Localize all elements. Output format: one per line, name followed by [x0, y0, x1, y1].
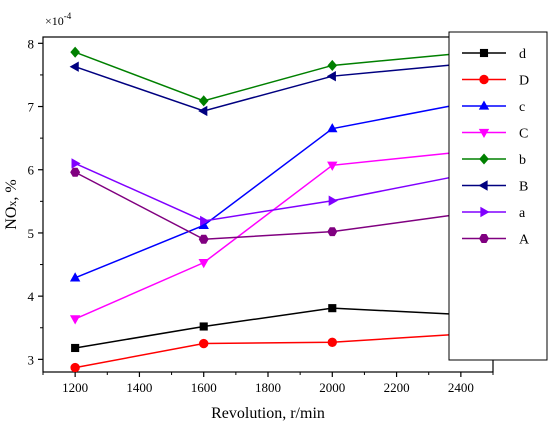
y-tick-label-5: 5 [28, 226, 35, 241]
data-point-d-2000 [328, 304, 337, 313]
x-tick-label-1400: 1400 [126, 380, 152, 395]
legend-label-d: d [519, 47, 526, 62]
legend-label-a: a [519, 206, 526, 221]
x-axis-label: Revolution, r/min [211, 405, 325, 422]
data-point-b-2000 [327, 59, 338, 71]
scale-base: ×10 [45, 14, 64, 28]
legend-marker-c [478, 100, 490, 110]
legend-marker-a [480, 206, 490, 218]
legend-item-b: b [462, 153, 526, 168]
data-point-C-1600 [198, 259, 209, 269]
legend-label-b: b [519, 153, 526, 168]
legend-label-A: A [519, 233, 530, 248]
series-B [69, 58, 465, 117]
series-line-c [74, 103, 461, 279]
legend-label-C: C [519, 127, 528, 142]
y-label-rest: , % [3, 179, 20, 200]
x-tick-label-1600: 1600 [191, 380, 217, 395]
legend-label-B: B [519, 180, 528, 195]
series-line-B [74, 63, 461, 112]
series-line-A [74, 171, 461, 241]
legend-item-C: C [462, 127, 528, 142]
data-point-A-1200 [70, 167, 81, 177]
legend-marker-d [479, 48, 489, 58]
x-tick-label-2400: 2400 [448, 380, 474, 395]
data-point-B-1600 [198, 105, 208, 117]
data-point-d-1600 [199, 322, 208, 331]
data-point-C-1200 [69, 315, 81, 325]
legend-item-A: A [462, 233, 530, 248]
y-label-main: NO [3, 207, 20, 230]
data-point-A-1600 [198, 234, 209, 244]
data-point-a-1200 [71, 158, 81, 169]
series-b [70, 46, 466, 107]
series-line-D [75, 333, 461, 369]
data-point-B-1200 [69, 61, 79, 72]
y-tick-label-7: 7 [28, 100, 35, 115]
scale-exponent: -4 [64, 11, 72, 21]
data-point-b-1200 [70, 46, 80, 58]
series-A [70, 167, 466, 244]
data-point-C-2000 [327, 161, 338, 171]
series-c [69, 98, 467, 282]
x-tick-label-1200: 1200 [62, 380, 88, 395]
legend-marker-A [479, 234, 489, 243]
series-d [71, 304, 465, 353]
data-point-D-2000 [327, 337, 337, 347]
series-line-a [74, 162, 462, 222]
x-tick-label-2200: 2200 [384, 380, 410, 395]
y-tick-label-6: 6 [28, 163, 35, 178]
axes-layer: 1200 1400 1600 1800 2000 2200 2400 3 4 5 6 7 8 [28, 36, 494, 395]
data-point-a-2000 [328, 195, 338, 206]
series-layer [69, 46, 467, 373]
legend-item-B: B [462, 180, 528, 195]
y-scale-multiplier: ×10-4 [45, 11, 72, 28]
legend-marker-b [479, 153, 489, 165]
legend-label-D: D [519, 74, 529, 89]
data-point-B-2000 [326, 70, 336, 82]
data-point-a-1600 [200, 215, 210, 227]
y-tick-label-4: 4 [28, 289, 35, 304]
series-C [69, 148, 467, 325]
plot-area [42, 36, 494, 373]
data-point-A-2000 [327, 227, 338, 237]
series-line-d [75, 307, 461, 349]
y-label-subscript: x [5, 201, 19, 207]
series-line-b [74, 51, 461, 102]
legend-marker-C [478, 128, 490, 139]
data-point-b-1600 [198, 95, 209, 107]
legend-marker-B [478, 180, 488, 191]
x-tick-label-1800: 1800 [255, 380, 281, 395]
y-tick-label-8: 8 [28, 36, 35, 51]
data-point-c-1200 [69, 272, 81, 282]
legend-item-a: a [462, 206, 526, 221]
legend-item-d: d [462, 47, 526, 62]
legend-box [448, 31, 548, 361]
plot-frame [42, 36, 494, 373]
data-point-c-2000 [327, 123, 338, 133]
series-line-C [74, 151, 461, 320]
legend-label-c: c [519, 100, 525, 115]
legend-marker-D [479, 74, 489, 85]
series-a [71, 158, 467, 227]
series-D [70, 329, 466, 373]
y-axis-label: NOx, % [3, 179, 20, 229]
x-tick-label-2000: 2000 [319, 380, 345, 395]
legend-item-c: c [462, 100, 525, 115]
y-tick-label-3: 3 [28, 352, 35, 367]
data-point-d-1200 [71, 343, 80, 353]
legend-item-D: D [462, 74, 529, 89]
data-point-D-1600 [199, 338, 209, 349]
data-point-D-1200 [70, 362, 80, 373]
